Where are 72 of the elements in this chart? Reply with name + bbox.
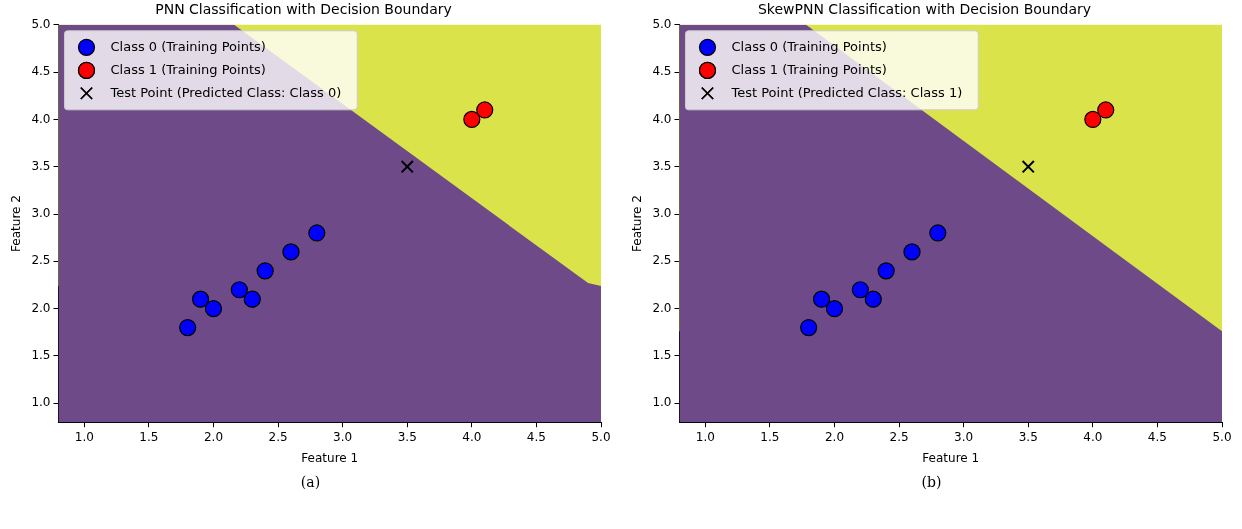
x-axis-title: Feature 1 [922,450,980,465]
y-tick-label: 1.5 [31,348,51,363]
point [179,318,197,337]
legend-label: Test Point (Predicted Class: Class 1) [730,84,963,100]
x-axis-title: Feature 1 [301,450,359,465]
legend-label: Class 1 (Training Points) [110,61,266,77]
point [929,224,947,242]
point [243,290,261,308]
y-tick-label: 2.5 [31,253,51,268]
x-tick-label: 2.5 [268,429,288,444]
y-tick-label: 2.0 [652,300,672,315]
point [1097,101,1115,119]
x-tick-label: 5.0 [591,429,611,444]
y-tick-label: 1.5 [652,348,672,363]
y-tick-label: 3.5 [652,158,672,173]
x-tick-label: 4.0 [1083,429,1103,444]
y-tick-label: 3.5 [31,158,51,173]
x-tick-label: 1.0 [74,429,94,444]
point [903,243,921,261]
point [1084,110,1102,129]
point [851,281,869,299]
point [256,262,274,280]
x-tick-label: 3.5 [1018,429,1038,444]
point [1021,160,1035,174]
y-tick-label: 4.0 [652,111,672,126]
x-tick-label: 3.5 [397,429,417,444]
y-tick-label: 1.0 [31,395,51,410]
x-tick-label: 1.5 [760,429,780,444]
x-tick-label: 4.5 [1147,429,1167,444]
point [800,318,818,337]
text: (a) [299,474,322,490]
y-tick-label: 3.0 [652,206,672,221]
x-tick-label: 1.0 [695,429,715,444]
point [400,160,414,174]
y-tick-label: 2.0 [31,300,51,315]
x-tick-label: 5.0 [1212,429,1232,444]
y-axis-title: Feature 2 [9,195,24,252]
x-tick-label: 1.5 [139,429,159,444]
point [463,110,481,129]
text: (b) [920,474,943,490]
point [282,243,300,261]
y-tick-label: 1.0 [652,395,672,410]
x-tick-label: 4.0 [462,429,482,444]
point [204,300,223,318]
point [825,300,844,318]
x-tick-label: 2.0 [824,429,845,444]
y-tick-label: 4.5 [652,64,672,79]
point [864,290,882,308]
point [308,224,326,242]
x-tick-label: 3.0 [333,429,353,444]
x-tick-label: 3.0 [954,429,974,444]
legend-label: Class 1 (Training Points) [731,61,887,77]
legend-label: Class 0 (Training Points) [110,38,266,54]
y-tick-label: 5.0 [652,16,672,31]
x-tick-label: 2.0 [203,429,224,444]
chart-title: PNN Classification with Decision Boundary [155,1,452,18]
point [476,101,494,119]
y-tick-label: 4.5 [31,64,51,79]
y-axis-title: Feature 2 [630,195,645,252]
x-tick-label: 4.5 [526,429,546,444]
y-tick-label: 3.0 [31,206,51,221]
point [812,290,831,308]
y-tick-label: 2.5 [652,253,672,268]
point [877,262,895,280]
point [230,281,248,299]
point [191,290,210,308]
legend-label: Class 0 (Training Points) [731,38,887,54]
y-tick-label: 4.0 [31,111,51,126]
legend-label: Test Point (Predicted Class: Class 0) [109,84,342,100]
y-tick-label: 5.0 [31,16,51,31]
x-tick-label: 2.5 [889,429,909,444]
chart-title: SkewPNN Classification with Decision Boundary [757,1,1092,18]
